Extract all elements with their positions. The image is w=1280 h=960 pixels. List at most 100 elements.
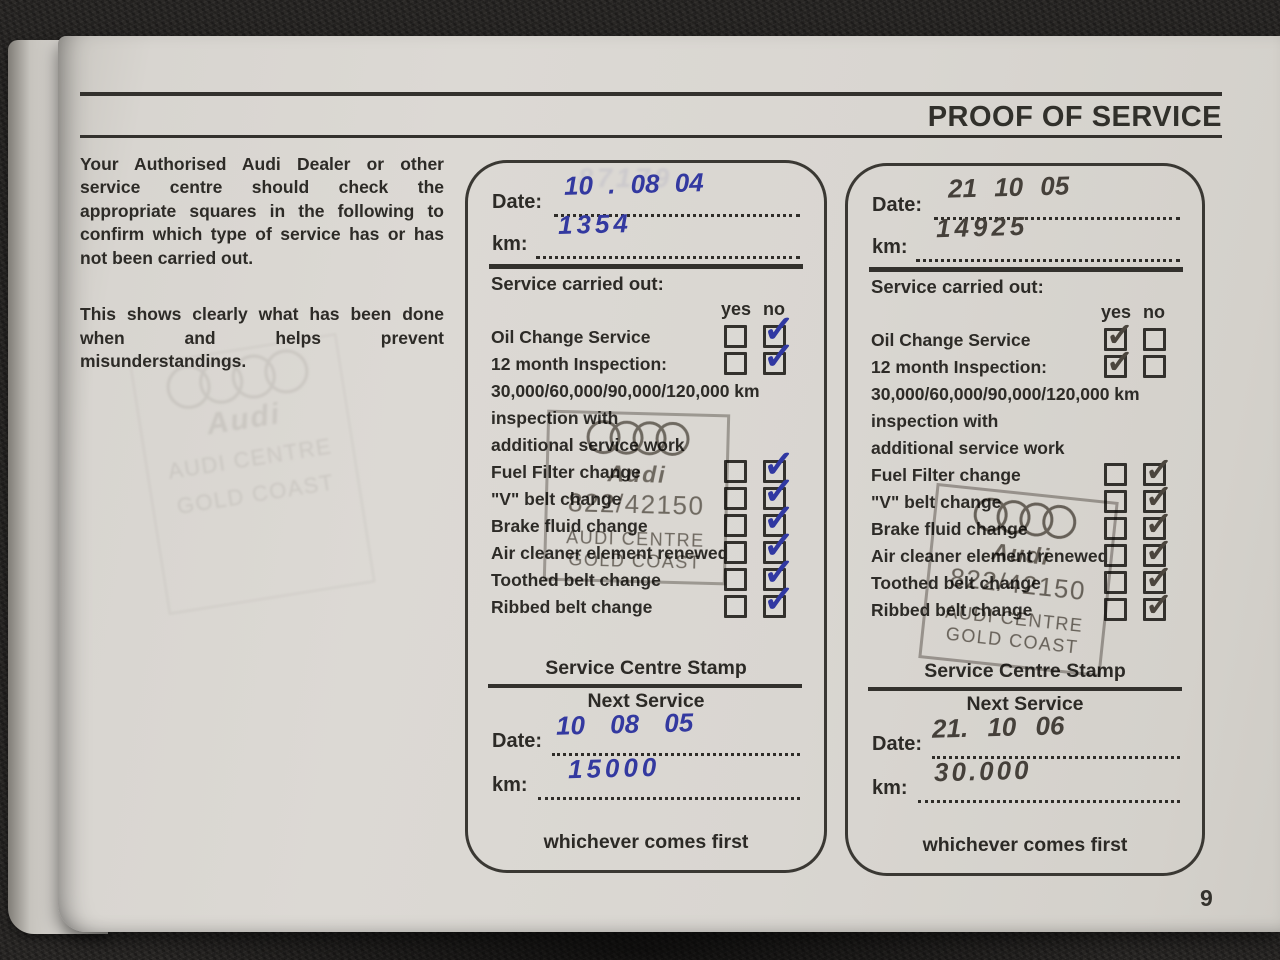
checklist-row-12-month: 12 month Inspection: ✓ — [871, 343, 1183, 381]
row-label: Toothed belt change — [871, 573, 1041, 593]
no-checkbox: ✓ — [763, 525, 796, 568]
no-checkbox: ✓ — [1143, 559, 1173, 596]
stamp-number: 822/42150 — [567, 487, 705, 521]
no-checkbox: ✓ — [1143, 586, 1173, 623]
no-checkbox: ✓ — [1143, 478, 1173, 515]
checklist-row-toothed-belt: Toothed belt change ✓ — [871, 559, 1183, 597]
date-label: Date: — [492, 191, 543, 213]
no-column-header: no — [1143, 302, 1165, 322]
row-label: 12 month Inspection: — [491, 354, 667, 374]
row-label: Fuel Filter change — [871, 465, 1021, 485]
intro-text: Your Authorised Audi Dealer or other ser… — [80, 153, 444, 374]
section-rule — [869, 267, 1183, 272]
no-checkbox: ✓ — [763, 309, 796, 352]
audi-rings-icon — [549, 419, 727, 462]
date-dotted-line — [554, 214, 800, 217]
row-label: 12 month Inspection: — [871, 357, 1047, 377]
yes-checkbox — [724, 595, 747, 618]
stamp-brand: Audi — [607, 460, 667, 488]
yes-column-header: yes — [721, 299, 752, 319]
next-service-label: Next Service — [587, 690, 705, 712]
no-checkbox — [1143, 355, 1166, 378]
no-checkbox: ✓ — [1143, 451, 1173, 488]
page-number: 9 — [1200, 885, 1213, 911]
date-dotted-line — [934, 217, 1180, 220]
checklist-row-air-cleaner: Air cleaner element renewed ✓ — [871, 532, 1183, 570]
row-label: Air cleaner element renewed — [491, 543, 729, 563]
inspection-info-line: inspection with — [491, 408, 619, 428]
date-label: Date: — [872, 194, 923, 216]
yes-checkbox — [1104, 490, 1127, 513]
yes-checkbox: ✓ — [1104, 343, 1134, 380]
next-km-label: km: — [492, 774, 528, 796]
handwritten-next-date: 21. 10 06 — [931, 710, 1065, 744]
intro-paragraph-1: Your Authorised Audi Dealer or other ser… — [80, 154, 444, 268]
handwritten-date: 21 10 05 — [947, 170, 1070, 204]
whichever-comes-first-label: whichever comes first — [543, 831, 749, 853]
yes-checkbox — [724, 352, 747, 375]
whichever-comes-first-label: whichever comes first — [922, 834, 1128, 856]
no-checkbox: ✓ — [763, 498, 796, 541]
checklist-row-oil-change: Oil Change Service ✓ — [871, 316, 1183, 354]
yes-checkbox — [1104, 598, 1127, 621]
dealer-stamp-left: Audi 822/42150 AUDI CENTRE GOLD COAST — [542, 409, 731, 586]
service-carried-out-label: Service carried out: — [491, 273, 664, 294]
checklist-row-ribbed-belt: Ribbed belt change ✓ — [871, 586, 1183, 624]
checklist-row-v-belt: "V" belt change ✓ — [871, 478, 1183, 516]
no-column-header: no — [763, 299, 785, 319]
next-date-dotted-line — [552, 753, 800, 756]
row-label: Brake fluid change — [491, 516, 648, 536]
section-rule — [489, 264, 803, 269]
checklist-row-oil-change: Oil Change Service ✓ — [491, 309, 803, 352]
intro-p1-bold: not — [80, 247, 108, 268]
inspection-info-line: additional service work — [491, 435, 685, 455]
handwritten-next-km: 15000 — [567, 751, 661, 785]
inspection-info-line: 30,000/60,000/90,000/120,000 km — [491, 381, 760, 401]
inspection-info-line: 30,000/60,000/90,000/120,000 km — [871, 384, 1140, 404]
yes-checkbox: ✓ — [1104, 316, 1134, 353]
checklist-row-brake-fluid: Brake fluid change ✓ — [871, 505, 1183, 543]
no-checkbox: ✓ — [763, 552, 796, 595]
yes-checkbox — [724, 487, 747, 510]
dealer-stamp-right: Audi 822/42150 AUDI CENTRE GOLD COAST — [918, 482, 1119, 678]
no-checkbox: ✓ — [763, 471, 796, 514]
tick-mark: ✓ — [762, 443, 796, 487]
stamp-section-rule — [868, 687, 1182, 691]
service-record-card-2: Date: 21 10 05 km: 14925 Service carried… — [845, 163, 1205, 876]
row-label: "V" belt change — [491, 489, 622, 509]
row-label: "V" belt change — [871, 492, 1002, 512]
handwritten-next-date: 10 08 05 — [555, 707, 694, 741]
bleed-through-stamp: Audi AUDI CENTRE GOLD COAST — [129, 333, 376, 615]
km-label: km: — [492, 233, 528, 255]
row-label: Toothed belt change — [491, 570, 661, 590]
row-label: Ribbed belt change — [491, 597, 653, 617]
no-checkbox: ✓ — [763, 579, 796, 622]
checklist-row-12-month: 12 month Inspection: ✓ — [491, 336, 803, 379]
next-date-label: Date: — [492, 730, 543, 752]
no-checkbox: ✓ — [763, 336, 796, 379]
yes-checkbox — [1104, 463, 1127, 486]
yes-checkbox — [1104, 571, 1127, 594]
bleed-through-scribble: 87179 — [578, 163, 674, 193]
handwritten-km: 1354 — [557, 208, 633, 240]
checklist-row-brake-fluid: Brake fluid change ✓ — [491, 498, 803, 541]
row-label: Ribbed belt change — [871, 600, 1033, 620]
intro-paragraph-2: This shows clearly what has been done wh… — [80, 304, 444, 372]
service-centre-stamp-label: Service Centre Stamp — [924, 660, 1126, 682]
yes-checkbox — [724, 568, 747, 591]
next-km-label: km: — [872, 777, 908, 799]
service-centre-stamp-label: Service Centre Stamp — [545, 657, 747, 679]
km-dotted-line — [536, 256, 800, 259]
top-rule — [80, 92, 1222, 96]
yes-checkbox — [724, 325, 747, 348]
checklist-row-v-belt: "V" belt change ✓ — [491, 471, 803, 514]
checklist-row-fuel-filter: Fuel Filter change ✓ — [491, 444, 803, 487]
handwritten-next-km: 30.000 — [933, 754, 1032, 788]
no-checkbox: ✓ — [1143, 505, 1173, 542]
km-dotted-line — [916, 259, 1180, 262]
service-book-page — [58, 36, 1280, 932]
inspection-info-line: additional service work — [871, 438, 1065, 458]
checklist-row-ribbed-belt: Ribbed belt change ✓ — [491, 579, 803, 622]
row-label: Air cleaner element renewed — [871, 546, 1109, 566]
checklist-row-fuel-filter: Fuel Filter change ✓ — [871, 451, 1183, 489]
